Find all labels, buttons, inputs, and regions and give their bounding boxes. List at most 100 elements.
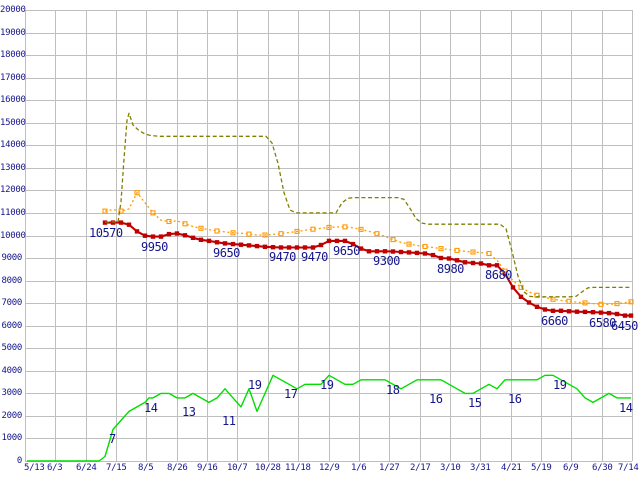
data-point-label: 9300: [373, 254, 400, 268]
y-axis-tick-label: 12000: [0, 184, 26, 195]
series-marker-price: [622, 313, 628, 318]
x-axis-tick-label: 12/9: [319, 463, 340, 473]
series-marker-asking: [374, 231, 380, 237]
series-marker-price: [550, 308, 556, 313]
series-marker-price: [238, 242, 244, 247]
series-marker-price: [222, 241, 228, 246]
series-marker-asking: [134, 190, 140, 196]
series-marker-price: [446, 256, 452, 261]
series-marker-asking: [310, 226, 316, 232]
x-axis-tick-label: 5/19: [531, 463, 552, 473]
series-marker-asking: [326, 224, 332, 230]
series-marker-price: [590, 310, 596, 315]
data-point-label: 6450: [611, 319, 638, 333]
series-marker-price: [382, 249, 388, 254]
data-point-label: 16: [508, 392, 522, 406]
series-marker-asking: [566, 298, 572, 304]
y-axis-tick-label: 8000: [1, 275, 23, 286]
series-marker-price: [334, 238, 340, 244]
series-marker-price: [182, 233, 188, 238]
series-marker-asking: [198, 225, 204, 231]
series-marker-price: [142, 233, 148, 238]
series-marker-price: [422, 251, 428, 256]
series-marker-price: [366, 249, 372, 254]
series-marker-price: [558, 308, 564, 313]
data-point-label: 18: [386, 383, 400, 397]
series-marker-price: [174, 231, 180, 236]
x-axis-tick-label: 9/16: [197, 463, 218, 473]
series-marker-price: [310, 245, 316, 250]
series-marker-price: [262, 244, 268, 249]
series-marker-price: [318, 242, 324, 248]
y-axis-tick-label: 6000: [1, 320, 23, 331]
data-point-label: 8680: [485, 268, 512, 282]
series-marker-price: [628, 313, 634, 318]
series-marker-asking: [118, 208, 124, 214]
data-point-label: 19: [320, 378, 334, 392]
series-marker-asking: [422, 243, 428, 250]
data-point-label: 14: [619, 401, 633, 415]
series-marker-asking: [582, 300, 588, 306]
series-marker-price: [470, 260, 476, 266]
series-marker-price: [462, 260, 468, 265]
series-marker-asking: [598, 301, 604, 307]
x-axis-tick-label: 8/26: [167, 463, 188, 473]
series-marker-price: [190, 235, 196, 240]
series-marker-price: [406, 250, 412, 255]
series-marker-asking: [486, 250, 492, 257]
series-marker-price: [486, 263, 492, 268]
series-marker-price: [214, 240, 220, 245]
series-marker-price: [566, 309, 572, 314]
y-axis-tick-label: 14000: [0, 139, 26, 150]
series-marker-asking: [502, 268, 508, 274]
series-marker-price: [278, 245, 284, 250]
series-marker-price: [150, 234, 156, 239]
series-marker-price: [526, 300, 532, 305]
series-marker-price: [294, 245, 300, 250]
y-axis-tick-label: 4000: [1, 365, 23, 376]
series-marker-price: [134, 229, 140, 234]
y-axis-tick-label: 5000: [1, 342, 23, 353]
data-point-label: 19: [553, 378, 567, 392]
series-marker-asking: [628, 299, 634, 305]
x-axis-tick-label: 8/5: [138, 463, 154, 473]
x-axis-tick-label: 2/17: [410, 463, 431, 473]
series-marker-price: [342, 238, 348, 244]
series-marker-asking: [454, 247, 460, 253]
y-axis-tick-label: 13000: [0, 162, 26, 173]
series-marker-price: [302, 245, 308, 250]
series-marker-price: [118, 220, 124, 225]
series-marker-asking: [550, 296, 556, 302]
data-point-label: 9650: [213, 246, 240, 260]
series-marker-asking: [150, 210, 156, 216]
x-axis-tick-label: 6/3: [47, 463, 63, 473]
series-marker-price: [230, 241, 236, 247]
data-point-label: 10570: [89, 226, 123, 240]
series-marker-asking: [470, 249, 476, 255]
series-marker-price: [518, 294, 524, 299]
series-marker-price: [478, 261, 484, 266]
data-point-label: 19: [248, 378, 262, 392]
series-marker-price: [158, 234, 164, 239]
y-axis-tick-label: 2000: [1, 410, 23, 421]
x-axis-tick-label: 6/24: [76, 463, 97, 473]
data-point-label: 7: [109, 432, 116, 446]
series-marker-asking: [278, 231, 284, 237]
data-point-label: 15: [468, 396, 482, 410]
data-point-label: 9650: [333, 244, 360, 258]
series-marker-price: [206, 238, 212, 244]
series-marker-price: [606, 310, 612, 316]
data-point-label: 9950: [141, 240, 168, 254]
series-marker-asking: [342, 224, 348, 230]
series-line-highest: [105, 112, 631, 298]
data-point-label: 9470: [301, 250, 328, 264]
data-point-label: 17: [284, 387, 298, 401]
series-marker-price: [166, 231, 172, 237]
x-axis-tick-label: 3/31: [470, 463, 491, 473]
y-axis-tick-label: 10000: [0, 230, 26, 241]
data-point-label: 13: [182, 405, 196, 419]
series-marker-price: [454, 258, 460, 263]
series-marker-asking: [166, 218, 172, 225]
series-marker-price: [254, 243, 260, 249]
series-marker-asking: [214, 228, 220, 234]
